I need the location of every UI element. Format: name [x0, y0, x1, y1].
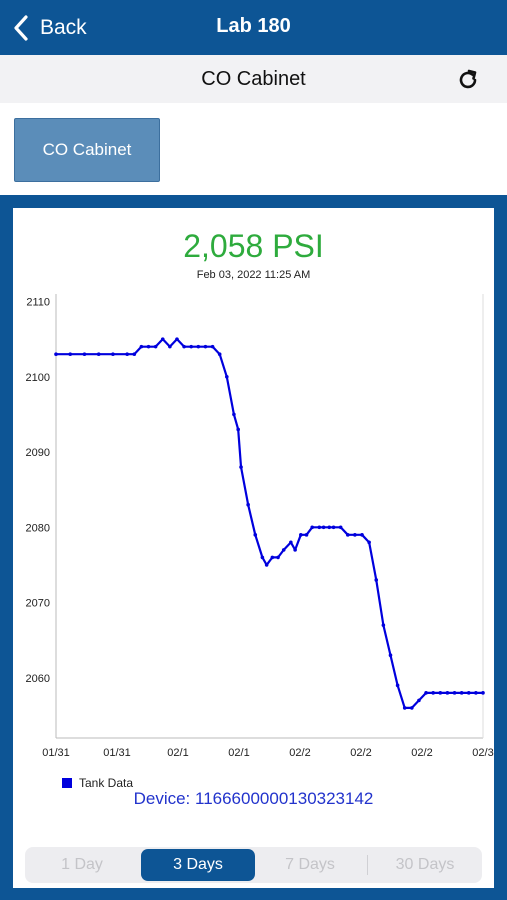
series-line	[56, 338, 483, 709]
data-point	[125, 352, 129, 357]
data-point	[424, 691, 428, 695]
data-point	[68, 352, 73, 357]
data-point	[331, 525, 336, 530]
data-point	[225, 374, 229, 379]
x-tick-label: 02/2	[350, 747, 371, 759]
data-point	[246, 502, 250, 507]
data-point	[210, 344, 215, 349]
data-point	[232, 412, 236, 417]
data-point	[160, 337, 165, 341]
data-point	[452, 691, 457, 695]
data-point	[338, 525, 343, 530]
data-point	[395, 683, 400, 688]
data-point	[367, 540, 371, 545]
data-point	[459, 691, 464, 695]
section-title: CO Cabinet	[201, 68, 306, 90]
data-point	[146, 344, 151, 349]
data-point	[276, 555, 280, 560]
y-tick-label: 2070	[26, 598, 50, 610]
chart-legend: Tank Data	[62, 776, 133, 790]
pressure-chart: 2060 2070 2080 2090 2100 2110 01/31 01/31 02/1 02…	[26, 294, 494, 759]
data-point	[317, 525, 322, 530]
data-point	[353, 533, 357, 537]
x-tick-label: 01/31	[103, 747, 131, 759]
data-point	[54, 352, 58, 357]
data-point	[96, 352, 101, 357]
x-tick-label: 02/3	[472, 747, 493, 759]
data-point	[168, 344, 172, 349]
data-point	[345, 533, 350, 537]
data-point	[417, 698, 421, 703]
data-point	[239, 465, 243, 469]
data-point	[438, 691, 443, 695]
back-button[interactable]: Back	[12, 12, 87, 44]
data-point	[217, 352, 222, 357]
data-point	[260, 555, 265, 560]
data-point	[481, 691, 485, 695]
x-tick-label: 02/2	[411, 747, 432, 759]
data-point	[293, 548, 297, 552]
data-point	[321, 525, 326, 530]
refresh-icon[interactable]	[455, 67, 481, 93]
data-point	[310, 525, 315, 530]
data-point	[410, 706, 414, 710]
x-tick-label: 01/31	[42, 747, 70, 759]
data-point	[431, 691, 435, 695]
data-point	[388, 653, 393, 658]
data-point	[304, 533, 309, 537]
y-tick-label: 2080	[26, 522, 50, 534]
data-point	[189, 344, 194, 349]
data-point	[153, 344, 158, 349]
data-point	[236, 427, 240, 432]
range-30-days[interactable]: 30 Days	[395, 856, 455, 873]
co-cabinet-button[interactable]: CO Cabinet	[14, 118, 160, 182]
data-point	[474, 691, 478, 695]
reading-timestamp: Feb 03, 2022 11:25 AM	[196, 269, 311, 281]
data-point	[360, 533, 364, 537]
data-point	[402, 706, 407, 710]
time-range-selector: 1 Day 3 Days 7 Days 30 Days	[25, 847, 482, 883]
data-point	[203, 344, 208, 349]
page-title: Lab 180	[216, 15, 291, 37]
chart-card	[13, 208, 494, 888]
navigation-bar: Back Lab 180	[0, 0, 507, 55]
data-point	[82, 352, 87, 357]
x-tick-label: 02/1	[228, 747, 249, 759]
data-point	[182, 344, 186, 349]
data-point	[381, 623, 386, 627]
device-id: Device: 116660000013032314​2	[133, 789, 374, 808]
data-point	[139, 344, 144, 349]
legend-label: Tank Data	[79, 776, 134, 790]
y-tick-label: 2100	[26, 372, 50, 384]
x-tick-label: 02/1	[167, 747, 188, 759]
back-label: Back	[40, 16, 87, 39]
data-point	[299, 533, 303, 537]
segment-divider	[367, 855, 368, 875]
data-point	[264, 563, 269, 567]
chevron-left-icon	[14, 15, 28, 41]
range-3-days[interactable]: 3 Days	[141, 849, 255, 881]
range-7-days[interactable]: 7 Days	[285, 856, 335, 873]
range-1-day[interactable]: 1 Day	[61, 856, 103, 873]
y-tick-label: 2090	[26, 447, 50, 459]
data-point	[270, 555, 275, 560]
section-header: CO Cabinet	[0, 55, 507, 103]
data-point	[132, 352, 137, 357]
pressure-reading: 2,058 PSI	[183, 228, 324, 264]
y-tick-label: 2060	[26, 673, 50, 685]
legend-swatch	[62, 778, 72, 788]
data-point	[445, 691, 450, 695]
y-tick-label: 2110	[26, 297, 50, 309]
data-point	[289, 540, 293, 545]
data-point	[327, 525, 332, 530]
data-point	[196, 344, 201, 349]
data-point	[281, 548, 286, 552]
x-tick-label: 02/2	[289, 747, 310, 759]
data-point	[374, 578, 379, 582]
data-point	[253, 533, 258, 537]
data-point	[466, 691, 471, 695]
data-point	[175, 337, 179, 341]
data-point	[111, 352, 115, 357]
